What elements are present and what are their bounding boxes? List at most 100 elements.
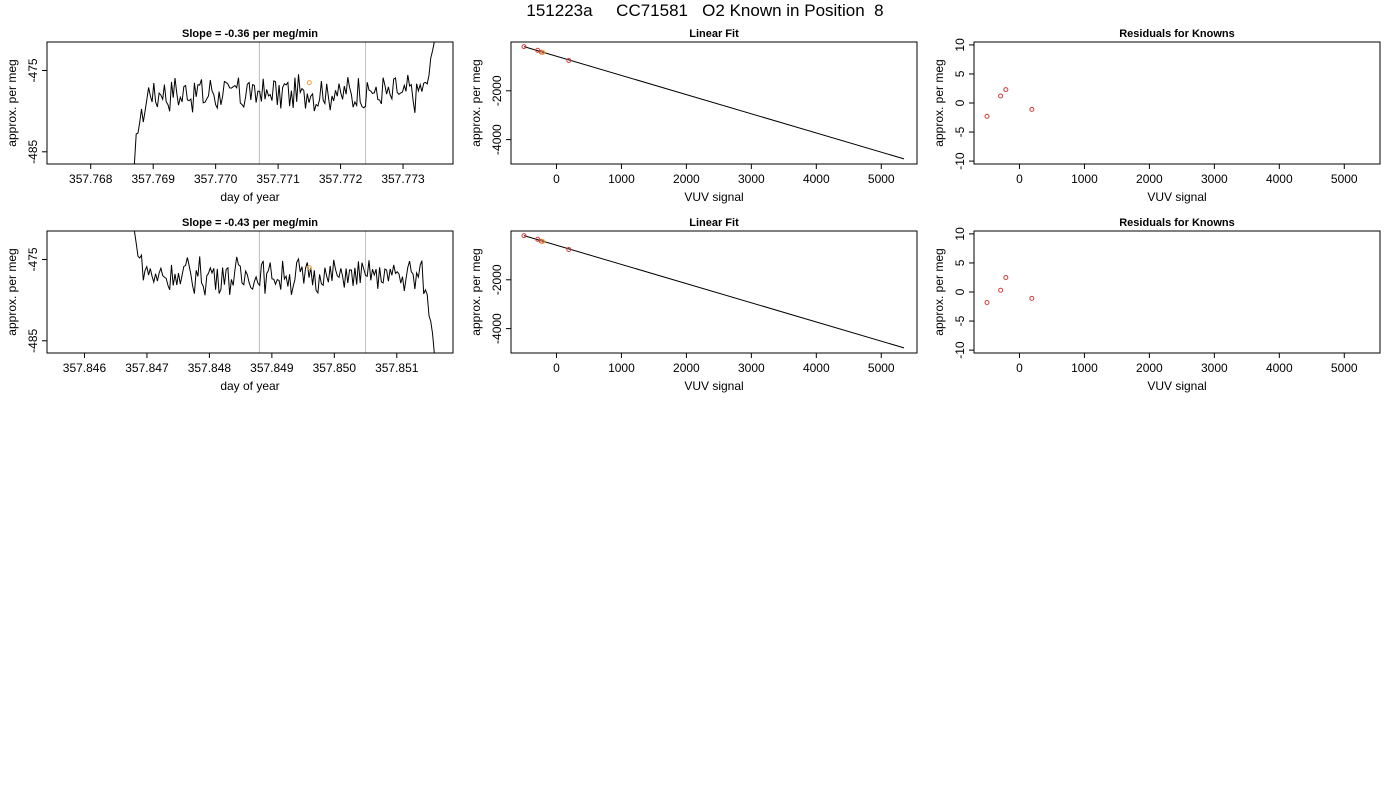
x-axis-label: VUV signal xyxy=(1147,190,1206,204)
y-axis-label: approx. per meg xyxy=(932,59,946,146)
y-axis-label: approx. per meg xyxy=(5,248,19,335)
plot-content xyxy=(521,233,905,349)
x-tick-label: 357.773 xyxy=(381,172,425,186)
x-tick-label: 357.847 xyxy=(125,361,169,375)
data-trace xyxy=(133,42,435,164)
x-tick-label: 357.850 xyxy=(313,361,357,375)
y-tick-label: -485 xyxy=(26,139,40,163)
fit-line xyxy=(523,46,905,160)
x-tick-label: 357.771 xyxy=(256,172,300,186)
panel-p1: Slope = -0.36 per meg/min 357.768 357.769 3… xyxy=(5,28,454,204)
data-point xyxy=(540,49,546,55)
plot-frame xyxy=(510,230,918,354)
x-tick-label: 3000 xyxy=(1201,172,1228,186)
panel-p6: Residuals for Knowns 0 1000 2000 3000 4000 500… xyxy=(932,217,1381,393)
data-point xyxy=(535,47,541,53)
x-axis-label: day of year xyxy=(220,379,279,393)
marker-point xyxy=(306,265,312,271)
data-point xyxy=(1029,295,1035,301)
panel-title: Slope = -0.43 per meg/min xyxy=(182,217,318,229)
x-tick-label: 4000 xyxy=(803,361,830,375)
panel-p3: Residuals for Knowns 0 1000 2000 3000 4000 500… xyxy=(932,28,1381,204)
x-tick-label: 4000 xyxy=(803,172,830,186)
y-tick-label: -4000 xyxy=(490,313,504,344)
x-tick-label: 3000 xyxy=(1201,361,1228,375)
y-axis-label: approx. per meg xyxy=(469,248,483,335)
x-axis-label: VUV signal xyxy=(684,190,743,204)
data-point xyxy=(566,247,572,253)
y-tick-label: 10 xyxy=(953,227,967,241)
y-tick-label: 0 xyxy=(953,288,967,295)
x-tick-label: 1000 xyxy=(608,172,635,186)
x-tick-label: 3000 xyxy=(738,172,765,186)
data-trace xyxy=(133,231,435,353)
plot-frame xyxy=(973,41,1381,165)
x-axis-label: day of year xyxy=(220,190,279,204)
x-tick-label: 357.770 xyxy=(194,172,238,186)
x-tick-label: 1000 xyxy=(1071,172,1098,186)
x-tick-label: 2000 xyxy=(673,172,700,186)
x-tick-label: 0 xyxy=(553,361,560,375)
x-tick-label: 0 xyxy=(553,172,560,186)
plot-frame xyxy=(46,230,454,354)
x-tick-label: 2000 xyxy=(1136,172,1163,186)
y-tick-label: -475 xyxy=(26,247,40,271)
y-tick-label: 0 xyxy=(953,99,967,106)
x-tick-label: 5000 xyxy=(1331,172,1358,186)
x-tick-label: 357.846 xyxy=(63,361,107,375)
x-tick-label: 1000 xyxy=(608,361,635,375)
y-tick-label: -485 xyxy=(26,328,40,352)
y-axis-label: approx. per meg xyxy=(5,59,19,146)
data-point xyxy=(521,44,527,50)
y-tick-label: -5 xyxy=(953,315,967,326)
y-tick-label: 5 xyxy=(953,70,967,77)
plot-content xyxy=(984,87,1035,119)
plot-content xyxy=(521,44,905,160)
plot-frame xyxy=(510,41,918,165)
y-axis-label: approx. per meg xyxy=(469,59,483,146)
x-tick-label: 357.772 xyxy=(319,172,363,186)
panel-title: Linear Fit xyxy=(689,217,739,229)
y-tick-label: -4000 xyxy=(490,124,504,155)
x-tick-label: 4000 xyxy=(1266,361,1293,375)
plot-content xyxy=(133,42,435,164)
y-tick-label: -10 xyxy=(953,152,967,170)
plot-content xyxy=(133,231,435,353)
y-tick-label: 10 xyxy=(953,38,967,52)
data-point xyxy=(540,238,546,244)
marker-point xyxy=(306,80,312,86)
panel-title: Residuals for Knowns xyxy=(1119,217,1235,229)
x-tick-label: 357.849 xyxy=(250,361,294,375)
plot-frame xyxy=(46,41,454,165)
page-title: 151223a CC71581 O2 Known in Position 8 xyxy=(526,1,884,20)
x-tick-label: 5000 xyxy=(1331,361,1358,375)
data-point xyxy=(998,93,1004,99)
panel-p2: Linear Fit 0 1000 2000 3000 4000 5000 -4000 -200… xyxy=(469,28,918,204)
panel-title: Slope = -0.36 per meg/min xyxy=(182,28,318,40)
x-tick-label: 357.769 xyxy=(131,172,175,186)
x-tick-label: 2000 xyxy=(1136,361,1163,375)
data-point xyxy=(984,299,990,305)
y-axis-label: approx. per meg xyxy=(932,248,946,335)
y-tick-label: -10 xyxy=(953,341,967,359)
x-tick-label: 357.768 xyxy=(69,172,113,186)
plot-frame xyxy=(973,230,1381,354)
x-tick-label: 357.848 xyxy=(188,361,232,375)
data-point xyxy=(566,58,572,64)
data-point xyxy=(535,236,541,242)
x-axis-label: VUV signal xyxy=(684,379,743,393)
panel-p4: Slope = -0.43 per meg/min 357.846 357.847 3… xyxy=(5,217,454,393)
x-tick-label: 4000 xyxy=(1266,172,1293,186)
y-tick-label: -2000 xyxy=(490,75,504,106)
x-tick-label: 1000 xyxy=(1071,361,1098,375)
x-axis-label: VUV signal xyxy=(1147,379,1206,393)
x-tick-label: 5000 xyxy=(868,172,895,186)
fit-line xyxy=(523,235,905,349)
data-point xyxy=(1003,274,1009,280)
data-point xyxy=(1003,87,1009,93)
x-tick-label: 2000 xyxy=(673,361,700,375)
x-tick-label: 5000 xyxy=(868,361,895,375)
x-tick-label: 3000 xyxy=(738,361,765,375)
panel-p5: Linear Fit 0 1000 2000 3000 4000 5000 -4000 -200… xyxy=(469,217,918,393)
